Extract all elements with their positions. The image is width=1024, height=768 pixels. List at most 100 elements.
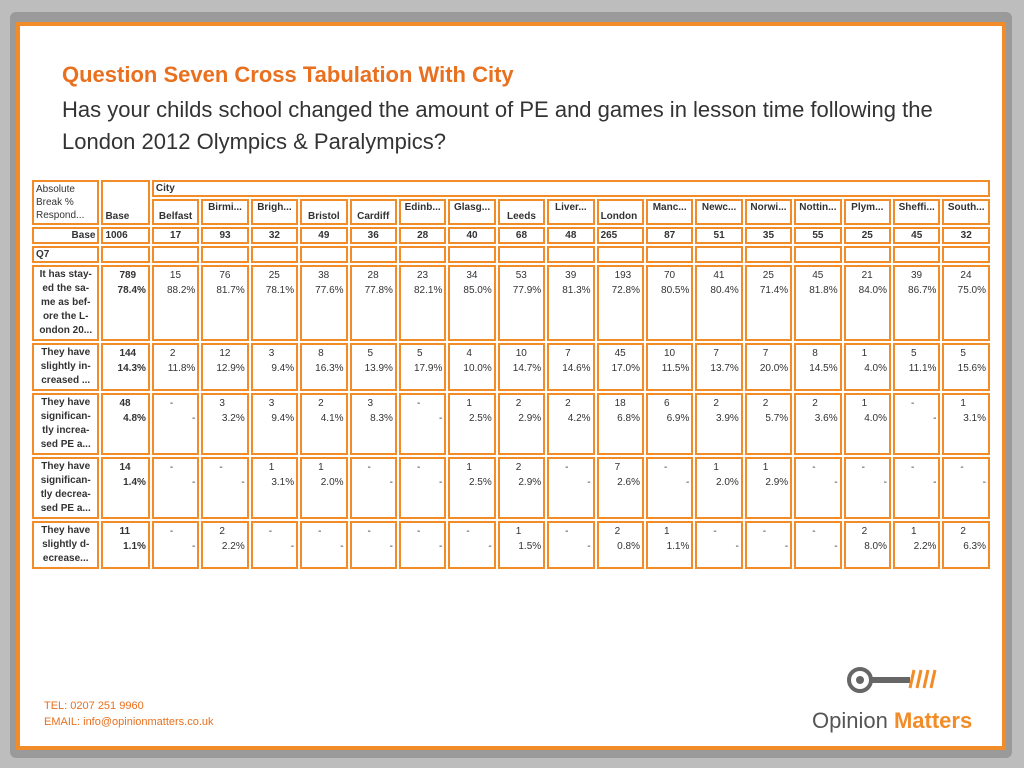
count-value: - bbox=[713, 526, 717, 537]
table-cell: 5 13.9% bbox=[349, 343, 397, 391]
empty-cell bbox=[942, 246, 990, 263]
table-cell: 2 2.2% bbox=[201, 521, 249, 569]
empty-cell bbox=[645, 246, 694, 263]
table-cell: 18 6.8% bbox=[596, 393, 644, 455]
city-column-header: Birmi... bbox=[201, 199, 249, 225]
table-cell: 7 14.6% bbox=[547, 343, 595, 391]
table-cell: 21 84.0% bbox=[843, 265, 891, 341]
base-total: 1006 bbox=[101, 227, 150, 244]
table-cell: 3 9.4% bbox=[250, 393, 299, 455]
table-cell: 7 13.7% bbox=[695, 343, 743, 391]
base-count: 265 bbox=[596, 227, 644, 244]
table-cell: 45 17.0% bbox=[596, 343, 644, 391]
table-cell: 1 1.1% bbox=[645, 521, 694, 569]
table-cell: -- bbox=[151, 457, 200, 519]
base-count: 48 bbox=[547, 227, 595, 244]
count-value: - bbox=[812, 462, 816, 473]
table-cell: -- bbox=[547, 521, 595, 569]
count-value: - bbox=[169, 462, 174, 473]
base-count: 40 bbox=[448, 227, 496, 244]
base-count: 55 bbox=[794, 227, 842, 244]
table-cell: 24 75.0% bbox=[942, 265, 990, 341]
count-value: - bbox=[367, 462, 371, 473]
percent-value: 1.1% bbox=[123, 541, 146, 552]
base-count: 49 bbox=[300, 227, 348, 244]
count-value: - bbox=[911, 462, 915, 473]
percent-value: 3.9% bbox=[715, 413, 739, 424]
percent-value: - bbox=[191, 477, 196, 488]
count-value: 21 bbox=[861, 270, 873, 281]
count-value: 2 bbox=[515, 462, 522, 473]
percent-value: - bbox=[834, 541, 838, 552]
table-cell: 7 20.0% bbox=[744, 343, 793, 391]
table-cell: 1 2.0% bbox=[300, 457, 348, 519]
row-label: They have slightly in-creased ... bbox=[32, 343, 100, 391]
count-value: 2 bbox=[861, 526, 868, 537]
count-value: 15 bbox=[169, 270, 182, 281]
percent-value: 2.6% bbox=[617, 477, 640, 488]
percent-value: - bbox=[686, 477, 690, 488]
count-value: - bbox=[416, 398, 421, 409]
count-value: 10 bbox=[663, 348, 676, 359]
table-cell: 70 80.5% bbox=[645, 265, 694, 341]
table-cell: 39 81.3% bbox=[547, 265, 595, 341]
table-cell: 10 11.5% bbox=[645, 343, 694, 391]
percent-value: 3.1% bbox=[271, 477, 295, 488]
table-cell: 10 14.7% bbox=[497, 343, 546, 391]
percent-value: 6.8% bbox=[617, 413, 640, 424]
base-count: 45 bbox=[893, 227, 941, 244]
count-value: 7 bbox=[565, 348, 571, 359]
count-value: 8 bbox=[318, 348, 324, 359]
table-row: They have significan-tly increa-sed PE a… bbox=[32, 393, 990, 455]
count-value: 3 bbox=[219, 398, 225, 409]
table-cell: 2 2.9% bbox=[497, 393, 546, 455]
table-cell: -- bbox=[695, 521, 743, 569]
table-cell: 5 15.6% bbox=[942, 343, 990, 391]
count-value: 5 bbox=[416, 348, 423, 359]
city-column-header: Liver... bbox=[547, 199, 595, 225]
base-row: Base 1006 17 93 32 49 36 28 40 68 48 265 87 51 35 55 25 4… bbox=[32, 227, 990, 244]
percent-value: - bbox=[191, 541, 196, 552]
count-value: 12 bbox=[219, 348, 231, 359]
table-cell: 12 12.9% bbox=[201, 343, 249, 391]
percent-value: 14.3% bbox=[117, 363, 146, 374]
table-cell: 5 11.1% bbox=[893, 343, 941, 391]
count-value: - bbox=[762, 526, 767, 537]
count-value: 18 bbox=[614, 398, 626, 409]
table-cell: -- bbox=[794, 457, 842, 519]
count-value: 14 bbox=[119, 462, 131, 473]
count-value: - bbox=[812, 526, 816, 537]
count-value: 1 bbox=[861, 348, 868, 359]
percent-value: 8.0% bbox=[864, 541, 887, 552]
percent-value: 11.8% bbox=[167, 363, 196, 374]
count-value: - bbox=[416, 526, 421, 537]
count-value: 4 bbox=[466, 348, 472, 359]
empty-cell bbox=[843, 246, 891, 263]
count-value: - bbox=[367, 526, 371, 537]
percent-value: 86.7% bbox=[908, 285, 937, 296]
section-row: Q7 bbox=[32, 246, 990, 263]
table-cell: 15 88.2% bbox=[151, 265, 200, 341]
table-cell: 1 3.1% bbox=[250, 457, 299, 519]
count-value: 11 bbox=[119, 526, 131, 537]
slide-title: Question Seven Cross Tabulation With Cit… bbox=[62, 62, 514, 87]
city-group-header: City bbox=[151, 180, 990, 197]
percent-value: - bbox=[439, 413, 443, 424]
count-value: 5 bbox=[960, 348, 966, 359]
table-cell: 6 6.9% bbox=[645, 393, 694, 455]
percent-value: - bbox=[488, 541, 492, 552]
empty-cell bbox=[744, 246, 793, 263]
table-cell: 2 4.2% bbox=[547, 393, 595, 455]
base-count: 93 bbox=[201, 227, 249, 244]
table-cell: 25 71.4% bbox=[744, 265, 793, 341]
percent-value: - bbox=[587, 477, 591, 488]
count-value: 1 bbox=[663, 526, 670, 537]
table-cell: 8 16.3% bbox=[300, 343, 348, 391]
table-cell: -- bbox=[398, 521, 447, 569]
table-cell: 28 77.8% bbox=[349, 265, 397, 341]
table-cell: -- bbox=[942, 457, 990, 519]
count-value: - bbox=[268, 526, 273, 537]
percent-value: 8.3% bbox=[370, 413, 393, 424]
count-value: - bbox=[169, 398, 174, 409]
percent-value: 4.0% bbox=[864, 363, 887, 374]
